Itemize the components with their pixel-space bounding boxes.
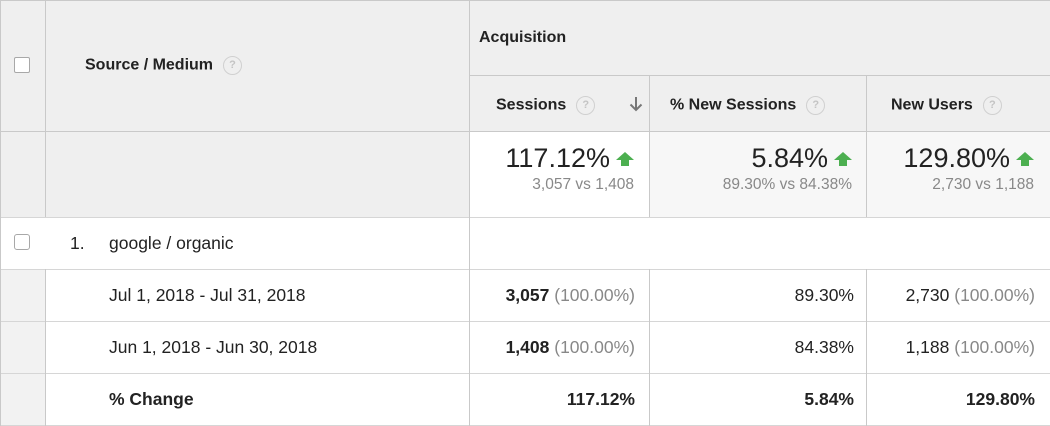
- help-circle-icon[interactable]: ?: [576, 96, 596, 115]
- new-users-value: 1,188: [905, 337, 950, 357]
- sessions-value: 1,408: [505, 337, 550, 357]
- change-label: % Change: [109, 389, 194, 409]
- column-header-new-sessions[interactable]: % New Sessions?: [670, 96, 826, 115]
- row-index: 1.: [70, 233, 85, 253]
- period-label: Jun 1, 2018 - Jun 30, 2018: [109, 337, 318, 357]
- period-new-sessions: 89.30%: [794, 285, 854, 305]
- change-new-users: 129.80%: [965, 389, 1035, 409]
- period-sessions: 3,057 (100.00%): [470, 285, 635, 306]
- summary-pct: 117.12%: [505, 143, 610, 173]
- row-gutter: [0, 269, 45, 426]
- new-users-value: 2,730: [905, 285, 950, 305]
- change-new-sessions: 5.84%: [804, 389, 854, 409]
- period-new-users: 1,188 (100.00%): [867, 337, 1035, 358]
- help-circle-icon[interactable]: ?: [806, 96, 826, 115]
- arrow-up-icon: [616, 151, 634, 166]
- change-sessions: 117.12%: [566, 389, 635, 409]
- dimension-header[interactable]: Source / Medium?: [85, 56, 243, 75]
- table-header: [0, 0, 1050, 131]
- select-all-checkbox[interactable]: [14, 57, 30, 73]
- new-users-share: (100.00%): [954, 285, 1035, 305]
- summary-new-sessions: 5.84% 89.30% vs 84.38%: [650, 143, 852, 194]
- summary-label-area: [0, 131, 470, 217]
- group-header-acquisition: Acquisition: [479, 29, 567, 46]
- summary-bg: [650, 131, 1050, 217]
- sessions-share: (100.00%): [554, 285, 635, 305]
- summary-sessions: 117.12% 3,057 vs 1,408: [470, 143, 634, 194]
- row-checkbox[interactable]: [14, 234, 30, 250]
- help-circle-icon[interactable]: ?: [223, 56, 243, 75]
- new-users-share: (100.00%): [954, 337, 1035, 357]
- column-header-label: Sessions: [496, 96, 567, 114]
- summary-pct: 129.80%: [903, 143, 1010, 173]
- period-new-users: 2,730 (100.00%): [867, 285, 1035, 306]
- period-sessions: 1,408 (100.00%): [470, 337, 635, 358]
- summary-compare: 3,057 vs 1,408: [532, 176, 634, 193]
- period-new-sessions: 84.38%: [794, 337, 854, 357]
- arrow-up-icon: [1016, 151, 1034, 166]
- sessions-share: (100.00%): [554, 337, 635, 357]
- row-source-link[interactable]: google / organic: [109, 233, 234, 253]
- summary-sessions-bg: [470, 131, 650, 217]
- arrow-up-icon: [834, 151, 852, 166]
- arrow-down-icon[interactable]: [629, 96, 643, 112]
- summary-new-users: 129.80% 2,730 vs 1,188: [867, 143, 1034, 194]
- column-header-new-users[interactable]: New Users?: [891, 96, 1002, 115]
- column-header-sessions[interactable]: Sessions?: [496, 96, 596, 115]
- dimension-header-label: Source / Medium: [85, 56, 214, 74]
- summary-compare: 89.30% vs 84.38%: [722, 176, 852, 193]
- summary-compare: 2,730 vs 1,188: [932, 176, 1034, 193]
- column-header-label: New Users: [891, 96, 973, 114]
- sessions-value: 3,057: [505, 285, 550, 305]
- summary-pct: 5.84%: [751, 143, 828, 173]
- help-circle-icon[interactable]: ?: [982, 96, 1002, 115]
- period-label: Jul 1, 2018 - Jul 31, 2018: [109, 285, 306, 305]
- column-header-label: % New Sessions: [670, 96, 797, 114]
